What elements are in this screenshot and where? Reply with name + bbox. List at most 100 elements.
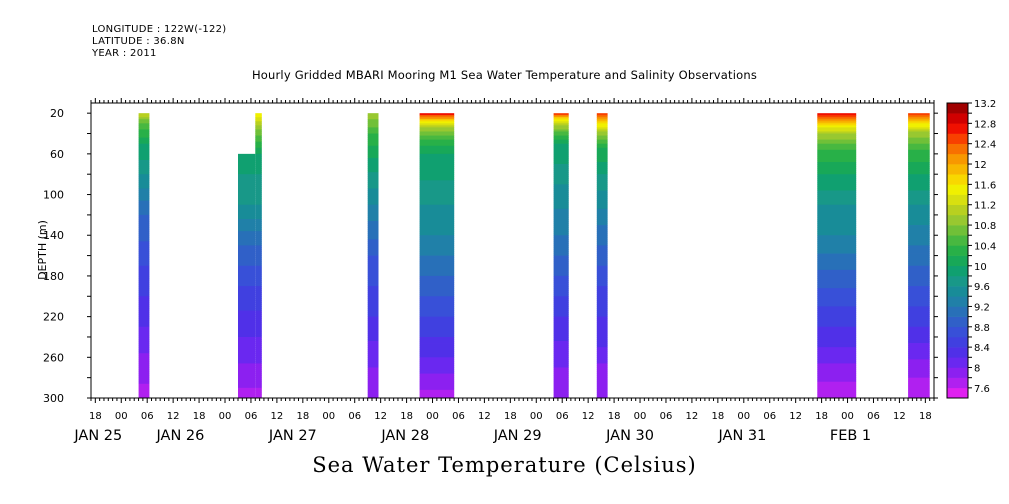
heatmap-cell bbox=[908, 314, 930, 318]
heatmap-cell bbox=[419, 123, 455, 126]
heatmap-cell bbox=[817, 339, 857, 342]
heatmap-cell bbox=[238, 302, 256, 305]
heatmap-cell bbox=[419, 322, 455, 326]
heatmap-cell bbox=[255, 117, 262, 120]
heatmap-cell bbox=[419, 241, 455, 244]
heatmap-cell bbox=[255, 318, 262, 322]
heatmap-cell bbox=[138, 363, 150, 366]
heatmap-cell bbox=[367, 231, 379, 234]
heatmap-cell bbox=[817, 334, 857, 338]
heatmap-cell bbox=[367, 361, 379, 364]
heatmap-cell bbox=[367, 328, 379, 332]
heatmap-cell bbox=[553, 137, 569, 141]
heatmap-cell bbox=[138, 265, 150, 269]
heatmap-cells bbox=[138, 113, 930, 399]
heatmap-segment bbox=[817, 113, 857, 399]
heatmap-cell bbox=[238, 288, 256, 291]
heatmap-cell bbox=[817, 206, 857, 210]
heatmap-cell bbox=[238, 186, 256, 189]
heatmap-cell bbox=[908, 139, 930, 143]
heatmap-cell bbox=[817, 282, 857, 285]
heatmap-cell bbox=[138, 286, 150, 289]
heatmap-cell bbox=[238, 391, 256, 395]
heatmap-cell bbox=[553, 153, 569, 157]
heatmap-cell bbox=[908, 210, 930, 214]
heatmap-cell bbox=[596, 369, 608, 372]
heatmap-cell bbox=[553, 267, 569, 271]
heatmap-cell bbox=[255, 202, 262, 206]
heatmap-cell bbox=[419, 284, 455, 287]
heatmap-cell bbox=[238, 365, 256, 368]
heatmap-cell bbox=[908, 304, 930, 307]
heatmap-cell bbox=[419, 310, 455, 313]
heatmap-cell bbox=[553, 341, 569, 344]
heatmap-cell bbox=[138, 176, 150, 179]
heatmap-cell bbox=[553, 170, 569, 173]
heatmap-cell bbox=[138, 121, 150, 124]
heatmap-cell bbox=[908, 269, 930, 273]
heatmap-cell bbox=[255, 176, 262, 179]
heatmap-cell bbox=[908, 155, 930, 159]
heatmap-cell bbox=[817, 227, 857, 230]
heatmap-cell bbox=[255, 355, 262, 358]
heatmap-cell bbox=[419, 170, 455, 173]
heatmap-cell bbox=[138, 377, 150, 381]
heatmap-cell bbox=[138, 117, 150, 120]
heatmap-cell bbox=[553, 180, 569, 183]
colorbar-swatch bbox=[947, 123, 968, 134]
heatmap-cell bbox=[553, 182, 569, 185]
heatmap-cell bbox=[419, 210, 455, 214]
heatmap-cell bbox=[817, 326, 857, 330]
heatmap-cell bbox=[367, 324, 379, 328]
heatmap-segment bbox=[596, 113, 608, 399]
heatmap-cell bbox=[138, 365, 150, 368]
heatmap-cell bbox=[817, 336, 857, 340]
heatmap-cell bbox=[255, 119, 262, 122]
heatmap-cell bbox=[138, 253, 150, 256]
heatmap-cell bbox=[817, 255, 857, 259]
heatmap-cell bbox=[255, 147, 262, 151]
heatmap-cell bbox=[908, 243, 930, 246]
heatmap-cell bbox=[238, 223, 256, 226]
heatmap-cell bbox=[367, 113, 379, 116]
heatmap-cell bbox=[908, 277, 930, 281]
heatmap-cell bbox=[255, 383, 262, 387]
heatmap-cell bbox=[367, 284, 379, 287]
heatmap-cell bbox=[596, 353, 608, 356]
heatmap-cell bbox=[908, 143, 930, 147]
heatmap-cell bbox=[238, 280, 256, 283]
heatmap-cell bbox=[553, 143, 569, 147]
heatmap-cell bbox=[138, 284, 150, 287]
heatmap-cell bbox=[419, 300, 455, 303]
heatmap-cell bbox=[255, 280, 262, 283]
heatmap-cell bbox=[255, 233, 262, 236]
heatmap-cell bbox=[419, 320, 455, 324]
heatmap-cell bbox=[596, 395, 608, 399]
heatmap-cell bbox=[367, 131, 379, 134]
heatmap-cell bbox=[367, 389, 379, 393]
heatmap-cell bbox=[817, 194, 857, 197]
heatmap-cell bbox=[908, 345, 930, 348]
heatmap-cell bbox=[255, 389, 262, 393]
heatmap-cell bbox=[367, 302, 379, 305]
heatmap-cell bbox=[817, 225, 857, 228]
heatmap-cell bbox=[908, 180, 930, 183]
heatmap-cell bbox=[238, 170, 256, 173]
heatmap-cell bbox=[817, 121, 857, 124]
heatmap-cell bbox=[138, 239, 150, 242]
heatmap-cell bbox=[255, 190, 262, 193]
heatmap-cell bbox=[908, 184, 930, 187]
heatmap-cell bbox=[419, 137, 455, 141]
x-tick-label: 18 bbox=[608, 411, 621, 422]
heatmap-cell bbox=[817, 341, 857, 344]
heatmap-cell bbox=[596, 316, 608, 320]
heatmap-cell bbox=[138, 391, 150, 395]
heatmap-cell bbox=[908, 302, 930, 305]
heatmap-cell bbox=[596, 345, 608, 348]
heatmap-cell bbox=[817, 172, 857, 175]
heatmap-cell bbox=[138, 249, 150, 252]
heatmap-cell bbox=[908, 393, 930, 397]
heatmap-cell bbox=[138, 178, 150, 181]
heatmap-cell bbox=[138, 306, 150, 309]
heatmap-cell bbox=[255, 261, 262, 265]
